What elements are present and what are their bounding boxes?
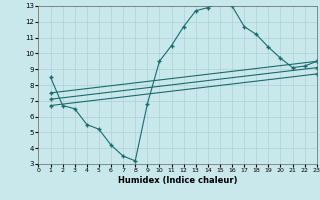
X-axis label: Humidex (Indice chaleur): Humidex (Indice chaleur) (118, 176, 237, 185)
